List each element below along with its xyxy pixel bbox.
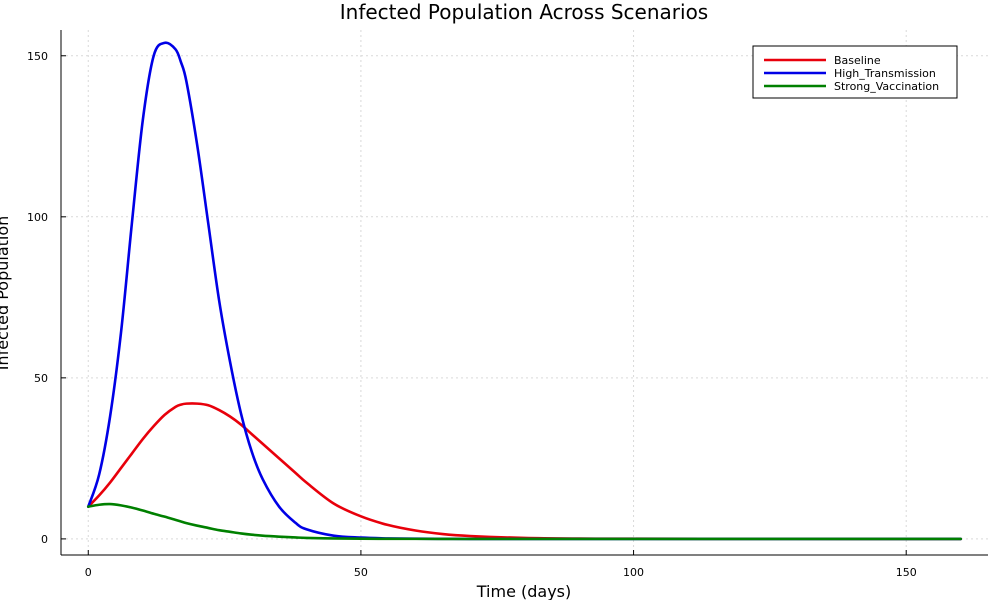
y-tick-label: 50 bbox=[34, 372, 48, 385]
x-axis-title: Time (days) bbox=[476, 582, 572, 600]
legend-label: Baseline bbox=[834, 54, 881, 67]
legend-box bbox=[752, 45, 958, 99]
series-group bbox=[86, 41, 963, 541]
grid bbox=[61, 30, 988, 555]
x-tick-label: 100 bbox=[623, 566, 644, 579]
x-ticks: 0 50 100 150 bbox=[85, 550, 917, 579]
x-tick-label: 50 bbox=[354, 566, 368, 579]
x-tick-label: 0 bbox=[85, 566, 92, 579]
legend-label: Strong_Vaccination bbox=[834, 80, 939, 93]
legend-label: High_Transmission bbox=[834, 67, 936, 80]
x-tick-label: 150 bbox=[896, 566, 917, 579]
legend: BaselineHigh_TransmissionStrong_Vaccinat… bbox=[752, 45, 958, 99]
chart-title: Infected Population Across Scenarios bbox=[340, 0, 708, 24]
series-line-high-transmission bbox=[86, 41, 963, 541]
y-ticks: 0 50 100 150 bbox=[27, 50, 66, 546]
y-tick-label: 0 bbox=[41, 533, 48, 546]
series-line-strong-vaccination bbox=[86, 502, 963, 541]
y-tick-label: 100 bbox=[27, 211, 48, 224]
y-axis-title: Infected Population bbox=[0, 216, 12, 371]
series-line-baseline bbox=[86, 402, 963, 541]
y-tick-label: 150 bbox=[27, 50, 48, 63]
